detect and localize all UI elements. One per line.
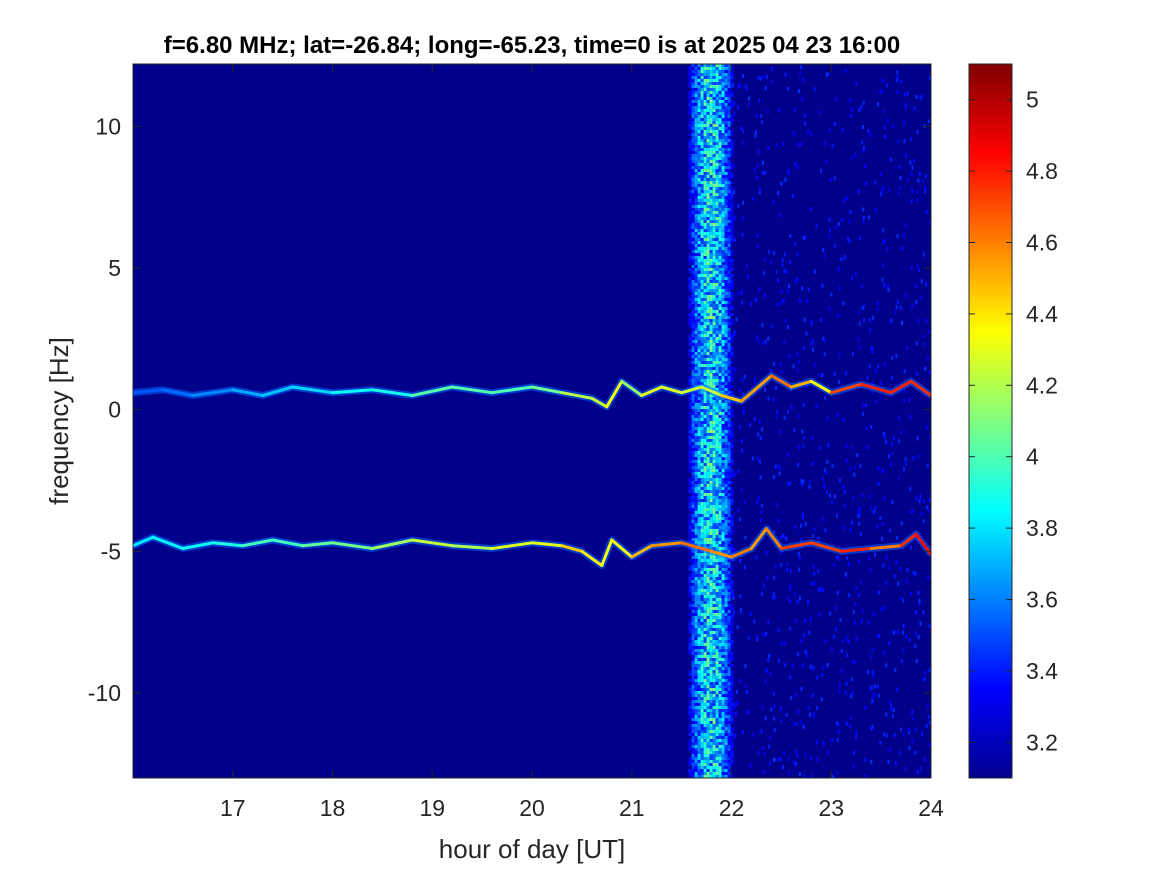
trace-segment — [301, 541, 334, 548]
colorbar-tick-label: 3.8 — [1026, 515, 1058, 541]
trace-segment — [490, 541, 534, 550]
trace-segment — [590, 396, 609, 409]
x-axis-label: hour of day [UT] — [439, 834, 625, 864]
trace-segment — [291, 385, 334, 395]
trace-segment — [133, 388, 165, 395]
trace-segment — [899, 532, 918, 548]
colorbar-tick-label: 5 — [1026, 87, 1039, 113]
colorbar-tick-label: 4.8 — [1026, 158, 1058, 184]
trace-segment — [331, 541, 374, 550]
trace-segment — [809, 541, 843, 553]
trace-segment — [660, 385, 684, 395]
colorbar-ticks: 5 4.8 4.6 4.4 4.2 4 3.8 3.6 3.4 3.2 — [969, 87, 1058, 755]
trace-segment — [769, 374, 793, 389]
trace-segment — [749, 527, 768, 550]
colorbar-tick-label: 3.4 — [1026, 658, 1058, 684]
trace-segment — [764, 527, 783, 550]
y-axis-ticks: 10 5 0 -5 -10 — [88, 113, 931, 706]
trace-segment — [560, 391, 594, 400]
trace-segment — [410, 385, 454, 397]
x-tick-label: 23 — [818, 795, 844, 821]
trace-segment — [133, 535, 155, 548]
trace-segment — [630, 544, 654, 559]
trace-segment — [580, 549, 604, 567]
x-tick-label: 22 — [719, 795, 745, 821]
x-tick-label: 19 — [419, 795, 445, 821]
trace-segment — [560, 544, 584, 553]
trace-segment — [271, 538, 305, 548]
x-tick-label: 20 — [519, 795, 545, 821]
x-tick-label: 24 — [918, 795, 944, 821]
y-tick-label: 0 — [108, 397, 121, 423]
trace-segment — [829, 382, 863, 395]
colorbar — [968, 63, 1013, 779]
trace-segment — [620, 379, 644, 397]
y-tick-label: -5 — [101, 538, 121, 564]
trace-segment — [241, 538, 275, 548]
x-tick-label: 17 — [220, 795, 246, 821]
trace-segment — [530, 385, 564, 395]
trace-segment — [730, 547, 753, 559]
trace-segment — [839, 547, 873, 553]
colorbar-tick-label: 4.6 — [1026, 230, 1058, 256]
y-tick-label: -10 — [88, 680, 121, 706]
trace-segment — [231, 388, 265, 397]
trace-segment — [161, 388, 195, 397]
doppler-trace-1 — [133, 372, 931, 411]
trace-segment — [869, 544, 903, 550]
trace-segment — [740, 374, 773, 403]
trace-segment — [331, 388, 374, 395]
trace-segment — [680, 541, 714, 553]
x-axis-ticks: 17 18 19 20 21 22 23 24 — [220, 64, 944, 821]
trace-segment — [779, 541, 813, 550]
broadband-noise-band — [688, 64, 734, 778]
colorbar-tick-label: 3.6 — [1026, 587, 1058, 613]
heatmap-background — [133, 64, 931, 778]
colorbar-tick-label: 4.2 — [1026, 372, 1058, 398]
trace-segment — [680, 385, 704, 395]
y-axis-label: frequency [Hz] — [44, 337, 74, 505]
trace-segment — [490, 385, 534, 395]
trace-segment — [450, 385, 494, 395]
trace-segment — [700, 385, 723, 397]
trace-segment — [191, 388, 235, 397]
x-tick-label: 21 — [619, 795, 645, 821]
trace-segment — [600, 538, 614, 567]
trace-segment — [640, 385, 664, 397]
trace-segment — [789, 379, 813, 389]
trace-segment — [211, 541, 245, 548]
trace-segment — [605, 379, 624, 409]
x-tick-label: 18 — [320, 795, 346, 821]
trace-segment — [370, 538, 414, 550]
trace-segment — [650, 541, 684, 548]
colorbar-tick-label: 3.2 — [1026, 729, 1058, 755]
trace-segment — [610, 538, 634, 559]
trace-segment — [889, 379, 913, 395]
trace-segment — [859, 382, 893, 395]
trace-segment — [410, 538, 454, 548]
trace-segment — [151, 535, 185, 550]
chart-title: f=6.80 MHz; lat=-26.84; long=-65.23, tim… — [164, 32, 900, 59]
trace-segment — [530, 541, 564, 548]
trace-segment — [450, 544, 494, 550]
trace-segment — [720, 394, 743, 403]
colorbar-tick-label: 4.4 — [1026, 301, 1058, 327]
trace-segment — [261, 385, 295, 397]
y-tick-label: 5 — [108, 255, 121, 281]
trace-segment — [909, 379, 931, 397]
y-tick-label: 10 — [95, 113, 121, 139]
heatmap-layer — [133, 64, 931, 778]
trace-segment — [710, 549, 733, 559]
doppler-trace-2 — [133, 525, 931, 569]
trace-segment — [370, 388, 414, 397]
colorbar-tick-label: 4 — [1026, 444, 1039, 470]
trace-segment — [809, 379, 833, 395]
trace-segment — [181, 541, 215, 550]
